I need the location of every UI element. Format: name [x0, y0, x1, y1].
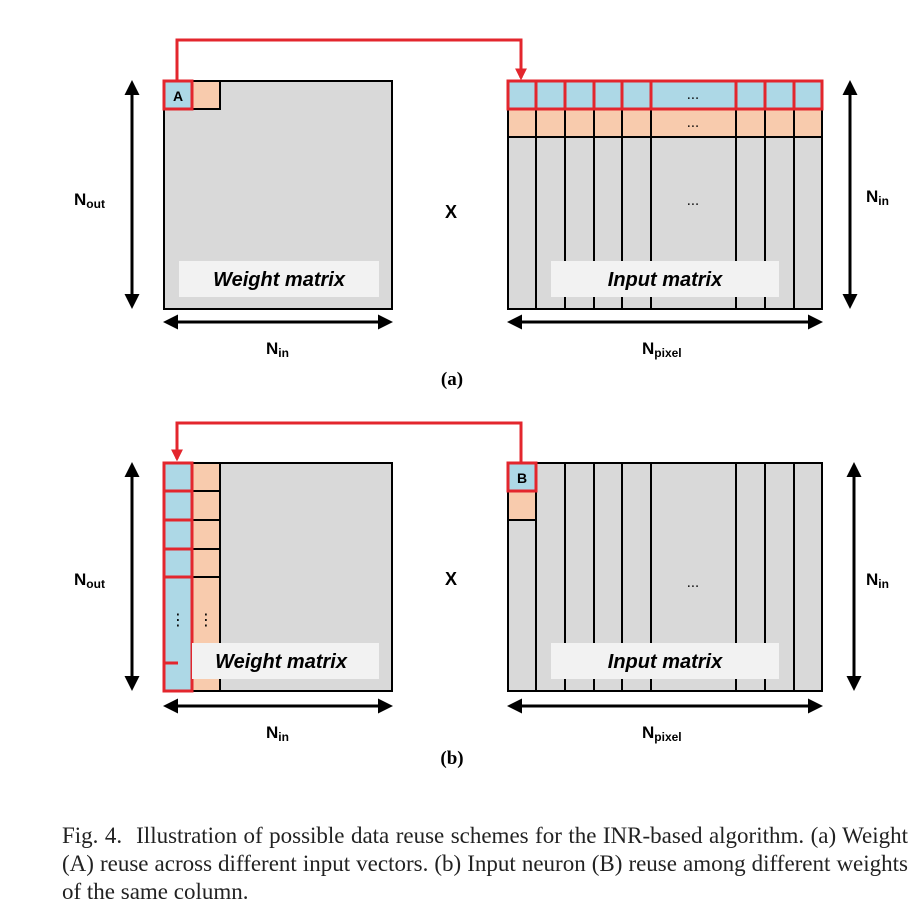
weight-matrix-label-b: Weight matrix — [215, 651, 348, 673]
panel-label-a: (a) — [441, 369, 463, 390]
rows-label-a: Nout — [74, 190, 105, 211]
input-matrix-label-box-b — [551, 643, 779, 679]
input-row-1-ellipsis-a: ... — [687, 88, 699, 103]
caption-text: Illustration of possible data reuse sche… — [62, 823, 908, 904]
weight-matrix-label-box-a — [179, 261, 379, 297]
weight-column-1-b — [162, 461, 194, 693]
input-element-b — [506, 461, 538, 493]
cols-label-a: Npixel — [642, 339, 682, 360]
in-label-left-a: Nin — [266, 339, 289, 360]
weight-matrix-label-box-b — [192, 643, 379, 679]
weight-element-a — [162, 79, 194, 111]
input-matrix-label-b: Input matrix — [608, 651, 723, 673]
in-label-left-b: Nin — [266, 723, 289, 744]
input-element-b-label: B — [517, 470, 527, 486]
in-label-right-b: Nin — [866, 570, 889, 591]
input-row-1-a — [506, 79, 824, 111]
multiply-sign-a: X — [445, 202, 457, 222]
panel-label-b: (b) — [440, 748, 463, 769]
reuse-arrow-a — [175, 38, 527, 81]
weight-element-a-label: A — [173, 88, 183, 104]
in-label-right-a: Nin — [866, 187, 889, 208]
panel-b: ⋮ ⋮ Weight matrix Nout Nin X B ... Input… — [74, 421, 889, 769]
figure-number: Fig. 4. — [62, 823, 123, 848]
input-row-2-ellipsis-a: ... — [687, 116, 699, 131]
cols-label-b: Npixel — [642, 723, 682, 744]
weight-column-1-ellipsis-b: ⋮ — [170, 610, 186, 629]
weight-matrix-label-a: Weight matrix — [213, 269, 346, 291]
input-row-2-a — [507, 108, 823, 138]
input-element-next-b — [507, 490, 537, 521]
reuse-arrow-b — [171, 421, 523, 463]
panel-a: A Weight matrix Nout Nin X — [74, 38, 889, 390]
weight-column-2-ellipsis-b: ⋮ — [198, 610, 214, 629]
weight-element-next-a — [191, 80, 221, 110]
figure-caption: Fig. 4. Illustration of possible data reu… — [62, 822, 908, 906]
multiply-sign-b: X — [445, 569, 457, 589]
input-matrix-label-box-a — [551, 261, 779, 297]
rows-label-b: Nout — [74, 570, 105, 591]
input-body-ellipsis-b: ... — [687, 576, 699, 591]
data-reuse-figure: A Weight matrix Nout Nin X — [74, 38, 889, 769]
input-matrix-label-a: Input matrix — [608, 269, 723, 291]
input-body-ellipsis-a: ... — [687, 194, 699, 209]
